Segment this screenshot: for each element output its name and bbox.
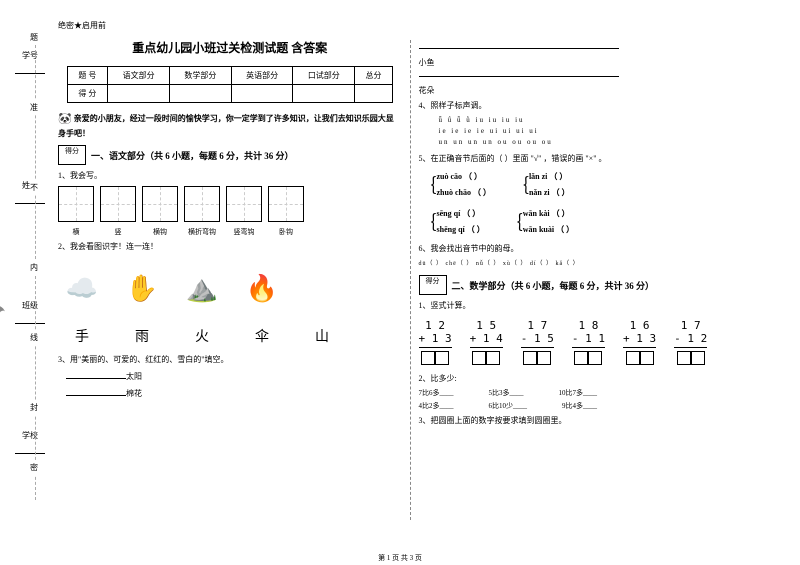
q3-fill: 棉花	[58, 386, 402, 399]
char-row: 手 雨 火 伞 山	[58, 326, 402, 346]
section-score-box: 得分	[419, 275, 447, 295]
math-problem: 1 7- 1 5	[521, 319, 554, 365]
intro-text: 🐼 亲爱的小朋友，经过一段时间的愉快学习，你一定学到了许多知识，让我们去知识乐园…	[58, 111, 402, 140]
char: 伞	[238, 326, 286, 346]
th: 总分	[355, 67, 393, 85]
math-problem: 1 6+ 1 3	[623, 319, 656, 365]
math-problem: 1 7- 1 2	[674, 319, 707, 365]
compare-row: 4比2多____ 6比10少____ 9比4多____	[419, 401, 763, 411]
pinyin-row: ǖ ǘ ǚ ǜ iu iu iu iu	[439, 115, 763, 126]
pinyin-row: un un un un ou ou ou ou	[439, 137, 763, 148]
th: 数学部分	[169, 67, 231, 85]
td[interactable]	[355, 85, 393, 103]
th: 英语部分	[231, 67, 293, 85]
math-problem: 1 5+ 1 4	[470, 319, 503, 365]
answer-box[interactable]	[523, 351, 537, 365]
char: 火	[178, 326, 226, 346]
dashed-label: 线	[30, 330, 38, 345]
td: 得 分	[67, 85, 108, 103]
q4-text: 4、照样子标声调。	[419, 100, 763, 111]
dashed-label: 密	[30, 460, 38, 475]
answer-box[interactable]	[537, 351, 551, 365]
right-column: 小鱼 花朵 4、照样子标声调。 ǖ ǘ ǚ ǜ iu iu iu iu ie i…	[411, 20, 771, 535]
char: 山	[298, 326, 346, 346]
umbrella-icon: ☂	[0, 300, 6, 325]
section-score-box: 得分	[58, 145, 86, 165]
dashed-label: 不	[30, 180, 38, 195]
write-box[interactable]	[100, 186, 136, 222]
pinyin-row: ie ie ie ie ui ui ui ui	[439, 126, 763, 137]
brace-group: ｛zuò cāo （ ）zhuò chāo （ ） ｛lǎn zi （ ）nǎn…	[419, 169, 763, 201]
q3-fill: 太阳	[58, 369, 402, 382]
q3-text: 3、用"美丽的、可爱的、红红的、雪白的"填空。	[58, 354, 402, 365]
write-boxes	[58, 186, 402, 222]
panda-icon: 🐼	[58, 111, 72, 128]
mountain-icon: ⛰️	[178, 264, 226, 314]
dashed-label: 内	[30, 260, 38, 275]
q6-text: 6、我会找出音节中的韵母。	[419, 243, 763, 254]
write-box[interactable]	[184, 186, 220, 222]
char: 手	[58, 326, 106, 346]
q3-fill: 花朵	[419, 76, 763, 96]
q5-text: 5、在正确音节后面的（ ）里面 "√" ，错误的画 "×" 。	[419, 153, 763, 164]
math-problem: 1 2+ 1 3	[419, 319, 452, 365]
q6-items: dū（ ） chē（ ） nǚ（ ） xù（ ） dí（ ） kǎ（ ）	[419, 258, 763, 267]
answer-box[interactable]	[677, 351, 691, 365]
math-problem: 1 8- 1 1	[572, 319, 605, 365]
answer-box[interactable]	[626, 351, 640, 365]
rain-cloud-icon: ☁️	[58, 264, 106, 314]
left-column: 绝密★启用前 重点幼儿园小班过关检测试题 含答案 题 号 语文部分 数学部分 英…	[50, 20, 410, 535]
answer-box[interactable]	[588, 351, 602, 365]
th: 语文部分	[108, 67, 170, 85]
math-section-title: 二、数学部分（共 6 小题，每题 6 分，共计 36 分）	[452, 279, 655, 292]
fire-icon: 🔥	[238, 264, 286, 314]
answer-box[interactable]	[486, 351, 500, 365]
fill-blank[interactable]	[419, 76, 619, 77]
td[interactable]	[108, 85, 170, 103]
dashed-label: 题	[30, 30, 38, 45]
answer-box[interactable]	[640, 351, 654, 365]
confidential-label: 绝密★启用前	[58, 20, 402, 31]
q2-text: 2、我会看图识字！连一连！	[58, 241, 402, 252]
answer-box[interactable]	[435, 351, 449, 365]
dashed-label: 封	[30, 400, 38, 415]
fill-blank[interactable]	[66, 369, 126, 379]
stroke-labels: 横 竖 横钩 横折弯钩 竖弯钩 卧钩	[58, 227, 402, 237]
answer-box[interactable]	[472, 351, 486, 365]
td[interactable]	[293, 85, 355, 103]
score-table: 题 号 语文部分 数学部分 英语部分 口试部分 总分 得 分	[67, 66, 393, 103]
answer-box[interactable]	[574, 351, 588, 365]
math-q1: 1、竖式计算。	[419, 300, 763, 311]
picture-row: ☁️ ✋ ⛰️ 🔥	[58, 260, 402, 318]
th: 口试部分	[293, 67, 355, 85]
brace-group: ｛sēng qí （ ）shēng qí （ ） ｛wān kài （ ）wān…	[419, 206, 763, 238]
write-box[interactable]	[58, 186, 94, 222]
th: 题 号	[67, 67, 108, 85]
write-box[interactable]	[226, 186, 262, 222]
answer-box[interactable]	[421, 351, 435, 365]
exam-title: 重点幼儿园小班过关检测试题 含答案	[58, 39, 402, 56]
td[interactable]	[231, 85, 293, 103]
td[interactable]	[169, 85, 231, 103]
fill-blank[interactable]	[66, 386, 126, 396]
write-box[interactable]	[142, 186, 178, 222]
answer-box[interactable]	[691, 351, 705, 365]
dashed-label: 准	[30, 100, 38, 115]
q3-fill: 小鱼	[419, 48, 763, 68]
compare-row: 7比6多____ 5比3多____ 10比7多____	[419, 388, 763, 398]
page-footer: 第 1 页 共 3 页	[0, 553, 800, 563]
write-box[interactable]	[268, 186, 304, 222]
q1-text: 1、我会写。	[58, 170, 402, 181]
chinese-section-title: 一、语文部分（共 6 小题，每题 6 分，共计 36 分）	[91, 149, 294, 162]
math-problems: 1 2+ 1 3 1 5+ 1 4 1 7- 1 5 1 8- 1 1 1 6+…	[419, 319, 763, 365]
page: 绝密★启用前 重点幼儿园小班过关检测试题 含答案 题 号 语文部分 数学部分 英…	[0, 0, 800, 550]
math-q2: 2、比多少:	[419, 373, 763, 384]
char: 雨	[118, 326, 166, 346]
math-q3: 3、把圆圈上面的数字按要求填到圆圈里。	[419, 415, 763, 426]
fill-blank[interactable]	[419, 48, 619, 49]
hand-icon: ✋	[118, 264, 166, 314]
